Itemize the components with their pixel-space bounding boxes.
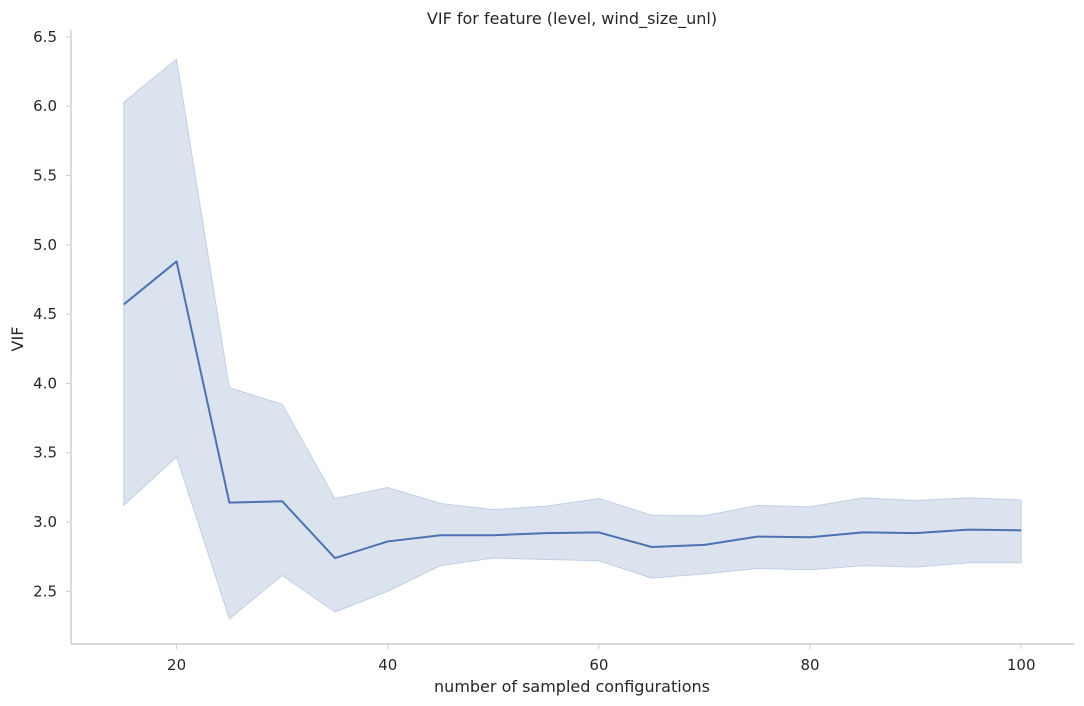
series-line-layer: [123, 260, 1022, 560]
y-tick-label: 3.0: [33, 513, 57, 531]
confidence-band-layer: [123, 58, 1022, 620]
y-tick-label: 5.5: [33, 167, 57, 185]
x-tick-label: 40: [378, 656, 397, 674]
confidence-band-0: [123, 58, 1022, 620]
y-tick-label: 6.5: [33, 28, 57, 46]
y-tick-label: 2.5: [33, 582, 57, 600]
y-tick-label: 6.0: [33, 97, 57, 115]
x-tick-label: 20: [167, 656, 186, 674]
x-tick-label: 80: [801, 656, 820, 674]
x-tick-label: 100: [1007, 656, 1036, 674]
y-tick-label: 4.0: [33, 374, 57, 392]
x-axis-ticks: 20 40 60 80 100: [167, 644, 1036, 674]
y-axis-ticks: 2.5 3.0 3.5 4.0 4.5 5.0 5.5 6.0 6.5: [33, 28, 71, 600]
y-tick-label: 3.5: [33, 444, 57, 462]
series-line-0: [123, 260, 1022, 560]
x-axis-label: number of sampled configurations: [434, 677, 710, 696]
y-axis-label: VIF: [8, 327, 27, 352]
y-tick-label: 5.0: [33, 236, 57, 254]
x-tick-label: 60: [589, 656, 608, 674]
y-tick-label: 4.5: [33, 305, 57, 323]
chart-title: VIF for feature (level, wind_size_unl): [427, 9, 717, 29]
